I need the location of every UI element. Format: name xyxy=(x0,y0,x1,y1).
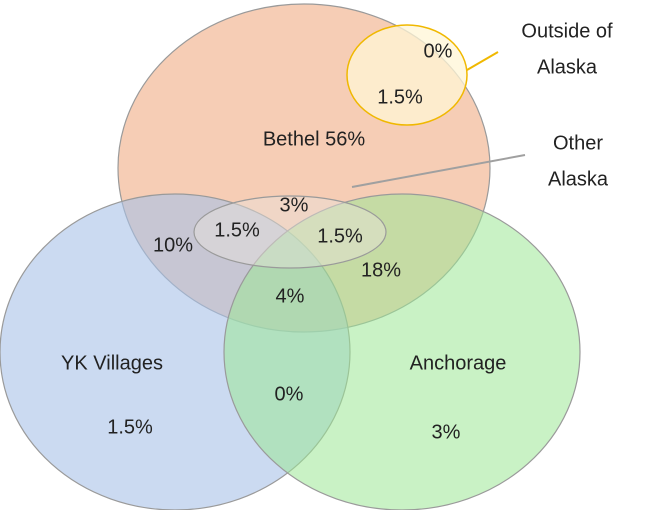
callout-label: Alaska xyxy=(537,56,598,78)
region-label: 4% xyxy=(276,285,305,307)
region-label: 1.5% xyxy=(317,225,363,247)
region-label: 3% xyxy=(280,194,309,216)
region-label: 0% xyxy=(275,383,304,405)
callout-label: Alaska xyxy=(548,168,609,190)
region-label: 3% xyxy=(432,421,461,443)
region-label: 1.5% xyxy=(214,219,260,241)
other-callout-line xyxy=(351,154,526,188)
region-label: 1.5% xyxy=(377,86,423,108)
outside-alaska-circle xyxy=(346,24,468,126)
region-label: 18% xyxy=(361,259,401,281)
outside-callout-line xyxy=(466,51,499,71)
set-label: YK Villages xyxy=(61,352,163,374)
set-label: Bethel 56% xyxy=(263,128,366,150)
anchorage-circle xyxy=(223,193,581,510)
callout-label: Other xyxy=(553,132,603,154)
region-label: 10% xyxy=(153,234,193,256)
set-label: Anchorage xyxy=(410,352,507,374)
callout-label: Outside of xyxy=(521,20,613,42)
other-alaska-circle xyxy=(193,195,387,269)
region-label: 1.5% xyxy=(107,416,153,438)
region-label: 0% xyxy=(424,40,453,62)
